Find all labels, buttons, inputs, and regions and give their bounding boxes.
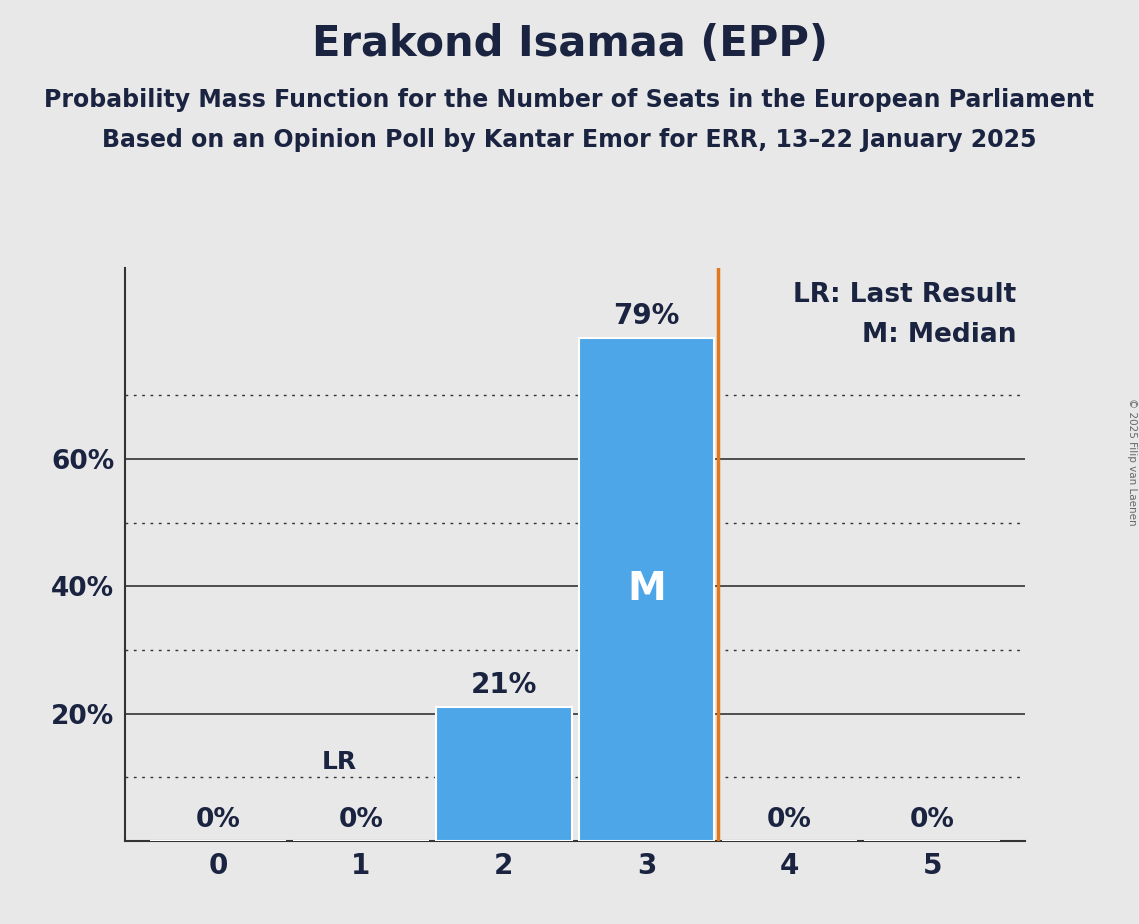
Bar	[436, 707, 572, 841]
Text: M: Median: M: Median	[861, 322, 1016, 348]
Text: 79%: 79%	[614, 302, 680, 330]
Text: Probability Mass Function for the Number of Seats in the European Parliament: Probability Mass Function for the Number…	[44, 88, 1095, 112]
Text: LR: LR	[322, 750, 358, 774]
Text: 0%: 0%	[196, 807, 240, 833]
Text: © 2025 Filip van Laenen: © 2025 Filip van Laenen	[1126, 398, 1137, 526]
Text: 0%: 0%	[910, 807, 954, 833]
Text: 21%: 21%	[470, 671, 536, 699]
Text: Based on an Opinion Poll by Kantar Emor for ERR, 13–22 January 2025: Based on an Opinion Poll by Kantar Emor …	[103, 128, 1036, 152]
Text: LR: Last Result: LR: Last Result	[793, 283, 1016, 309]
Bar	[579, 338, 714, 841]
Text: M: M	[628, 570, 666, 608]
Text: Erakond Isamaa (EPP): Erakond Isamaa (EPP)	[311, 23, 828, 65]
Text: 0%: 0%	[767, 807, 812, 833]
Text: 0%: 0%	[338, 807, 384, 833]
